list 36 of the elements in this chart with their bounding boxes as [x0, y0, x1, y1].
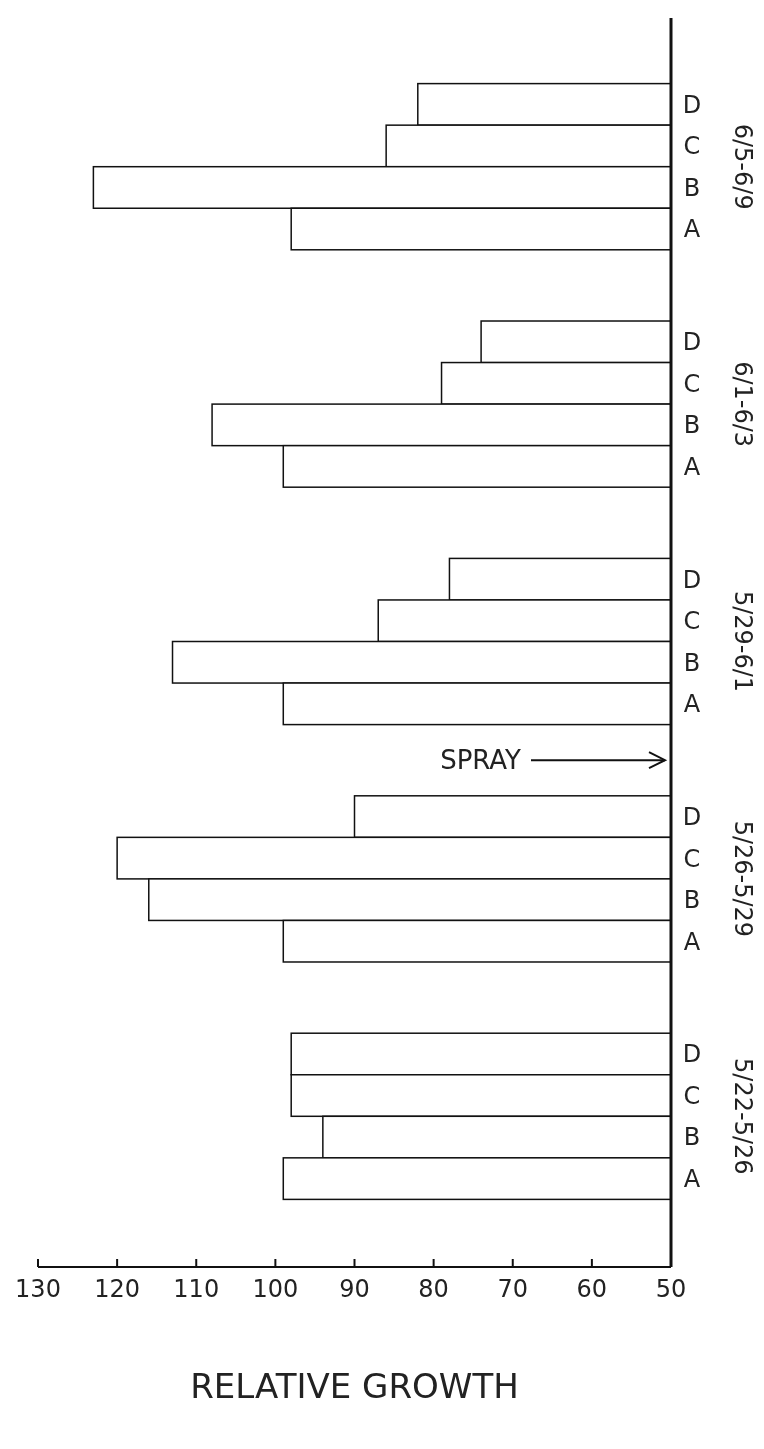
series-label: D	[682, 90, 702, 119]
text: B	[683, 886, 701, 915]
annotation: SPRAY	[440, 745, 522, 776]
text: A	[683, 1165, 701, 1194]
text: D	[682, 565, 702, 594]
text: A	[683, 452, 701, 481]
text: D	[682, 802, 702, 831]
y-tick-label: 6/1-6/3	[728, 361, 757, 448]
x-tick-label: 120	[94, 1275, 141, 1303]
series-label: C	[683, 132, 701, 161]
y-tick-label: 5/29-6/1	[728, 590, 757, 693]
text: A	[683, 690, 701, 719]
y-tick-label: 5/22-5/26	[728, 1058, 757, 1175]
x-axis-title: RELATIVE GROWTH	[190, 1366, 519, 1406]
x-tick-label: 80	[418, 1275, 449, 1303]
x-tick-label: 50	[655, 1275, 687, 1303]
text: D	[682, 328, 702, 357]
x-tick-label: 70	[497, 1275, 529, 1303]
text: C	[683, 844, 701, 873]
series-label: A	[683, 215, 701, 244]
x-tick-label: 130	[15, 1275, 61, 1303]
x-tick-label: 100	[252, 1275, 299, 1303]
text: C	[683, 1081, 701, 1110]
text: C	[683, 369, 701, 398]
y-tick-label: 5/26-5/29	[728, 820, 757, 938]
y-tick-label: 6/5-6/9	[728, 123, 757, 210]
x-tick-label: 110	[173, 1275, 220, 1303]
text: C	[683, 607, 701, 636]
text: B	[683, 648, 701, 677]
x-tick-label: 90	[339, 1275, 370, 1303]
x-tick-label: 60	[576, 1275, 608, 1303]
text: B	[683, 1123, 701, 1152]
text: D	[682, 1040, 702, 1069]
series-label: B	[683, 173, 701, 202]
text: B	[683, 411, 701, 440]
text: A	[683, 927, 701, 956]
